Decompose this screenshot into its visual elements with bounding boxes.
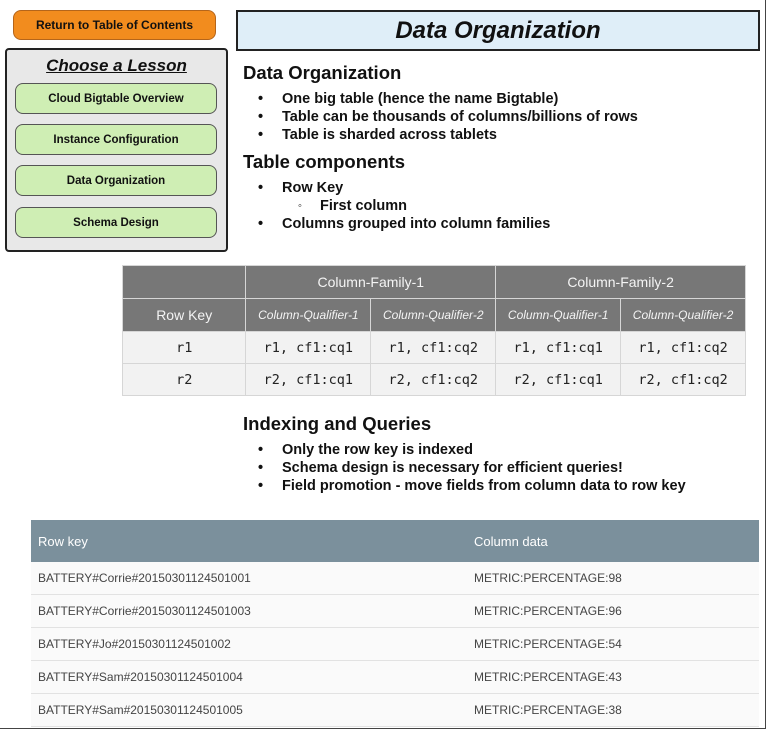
lesson-panel-title: Choose a Lesson: [46, 56, 187, 75]
lesson-button-schema-design[interactable]: Schema Design: [15, 207, 217, 238]
lesson-button-instance-configuration[interactable]: Instance Configuration: [15, 124, 217, 155]
table-row: r1 r1, cf1:cq1 r1, cf1:cq2 r1, cf1:cq1 r…: [121, 331, 746, 364]
list-item: Only the row key is indexed: [258, 441, 686, 459]
list-item: Row Key: [258, 179, 550, 197]
list-item: Table can be thousands of columns/billio…: [258, 108, 638, 126]
table-cell: r2, cf1:cq1: [245, 363, 372, 396]
table-cell: r1, cf1:cq2: [620, 331, 746, 364]
column-data-cell: METRIC:PERCENTAGE:38: [474, 693, 759, 727]
page-title: Data Organization: [236, 10, 760, 51]
list-item: Table is sharded across tablets: [258, 126, 638, 144]
column-qualifier-header: Column-Qualifier-1: [495, 298, 622, 332]
table-row: BATTERY#Sam#20150301124501005 METRIC:PER…: [31, 693, 759, 727]
list-item: Schema design is necessary for efficient…: [258, 459, 686, 477]
table-cell: r1, cf1:cq1: [245, 331, 372, 364]
column-data-cell: METRIC:PERCENTAGE:96: [474, 594, 759, 628]
row-key-cell: r1: [121, 331, 247, 364]
column-data-cell: METRIC:PERCENTAGE:98: [474, 562, 759, 595]
list-item: Field promotion - move fields from colum…: [258, 477, 686, 495]
section-heading-data-organization: Data Organization: [243, 62, 402, 83]
column-family-2-header: Column-Family-2: [495, 265, 746, 299]
return-to-toc-button[interactable]: Return to Table of Contents: [13, 10, 216, 40]
column-qualifier-header: Column-Qualifier-2: [620, 298, 746, 332]
table-row: BATTERY#Sam#20150301124501004 METRIC:PER…: [31, 660, 759, 694]
section-heading-table-components: Table components: [243, 151, 406, 172]
table-cell: r2, cf1:cq1: [495, 363, 622, 396]
table-cell: r2, cf1:cq2: [620, 363, 746, 396]
table-row: r2 r2, cf1:cq1 r2, cf1:cq2 r2, cf1:cq1 r…: [121, 363, 746, 396]
indexing-queries-list: Only the row key is indexed Schema desig…: [258, 441, 686, 495]
table-row: BATTERY#Corrie#20150301124501001 METRIC:…: [31, 562, 759, 595]
table-row: BATTERY#Corrie#20150301124501003 METRIC:…: [31, 594, 759, 628]
table-row: BATTERY#Jo#20150301124501002 METRIC:PERC…: [31, 627, 759, 661]
row-key-cell: BATTERY#Corrie#20150301124501003: [31, 594, 474, 628]
column-qualifier-header: Column-Qualifier-2: [370, 298, 497, 332]
table-cell: r1, cf1:cq2: [370, 331, 497, 364]
column-data-cell: METRIC:PERCENTAGE:54: [474, 627, 759, 661]
table-cell: r1, cf1:cq1: [495, 331, 622, 364]
column-data-cell: METRIC:PERCENTAGE:43: [474, 660, 759, 694]
row-key-example-table: Row key Column data BATTERY#Corrie#20150…: [31, 520, 759, 727]
section-heading-indexing-queries: Indexing and Queries: [243, 413, 432, 434]
table-components-list: Row Key First column Columns grouped int…: [258, 179, 550, 233]
list-item: Columns grouped into column families: [258, 215, 550, 233]
sub-list-item: First column: [258, 197, 550, 215]
table-cell: r2, cf1:cq2: [370, 363, 497, 396]
table-header-blank: [121, 265, 247, 299]
lesson-panel: Choose a Lesson Cloud Bigtable Overview …: [5, 48, 228, 252]
bigtable-structure-table: Column-Family-1 Column-Family-2 Row Key …: [121, 265, 746, 396]
row-key-cell: BATTERY#Corrie#20150301124501001: [31, 562, 474, 595]
column-qualifier-header: Column-Qualifier-1: [245, 298, 372, 332]
row-key-cell: r2: [121, 363, 247, 396]
list-item: One big table (hence the name Bigtable): [258, 90, 638, 108]
row-key-column-header: Row key: [31, 520, 474, 562]
row-key-cell: BATTERY#Sam#20150301124501004: [31, 660, 474, 694]
row-key-cell: BATTERY#Jo#20150301124501002: [31, 627, 474, 661]
row-key-header: Row Key: [121, 298, 247, 332]
column-family-1-header: Column-Family-1: [245, 265, 497, 299]
data-organization-list: One big table (hence the name Bigtable) …: [258, 90, 638, 144]
column-data-column-header: Column data: [474, 520, 759, 562]
lesson-button-data-organization[interactable]: Data Organization: [15, 165, 217, 196]
lesson-button-bigtable-overview[interactable]: Cloud Bigtable Overview: [15, 83, 217, 114]
row-key-cell: BATTERY#Sam#20150301124501005: [31, 693, 474, 727]
